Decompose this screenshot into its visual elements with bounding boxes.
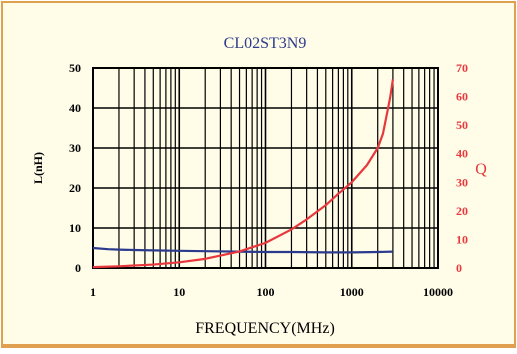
plot-border <box>92 67 439 269</box>
q-factor-line <box>92 79 394 269</box>
y-left-tick-label: 40 <box>69 101 81 115</box>
y-left-tick-label: 10 <box>69 221 81 235</box>
y-left-axis-label: L(nH) <box>31 152 45 184</box>
y-right-axis-label: Q <box>475 161 487 178</box>
inductance-line <box>92 246 393 254</box>
y-right-tick-label: 50 <box>456 118 468 132</box>
y-left-tick-labels: 0 10 20 30 40 50 <box>69 61 81 275</box>
y-left-tick-label: 50 <box>69 61 81 75</box>
x-tick-label: 10 <box>173 285 185 299</box>
y-right-tick-label: 20 <box>456 204 468 218</box>
y-right-tick-label: 30 <box>456 175 468 189</box>
x-tick-label: 1000 <box>340 285 364 299</box>
x-tick-labels: 1 10 100 1000 10000 <box>90 285 453 299</box>
y-right-tick-label: 0 <box>456 261 462 275</box>
y-left-tick-label: 30 <box>69 141 81 155</box>
y-left-tick-label: 20 <box>69 181 81 195</box>
x-tick-label: 10000 <box>423 285 453 299</box>
series-lines <box>92 79 394 269</box>
y-right-tick-label: 40 <box>456 147 468 161</box>
x-tick-label: 100 <box>257 285 275 299</box>
y-left-tick-label: 0 <box>75 261 81 275</box>
x-tick-label: 1 <box>90 285 96 299</box>
y-right-tick-labels: 0 10 20 30 40 50 60 70 <box>456 61 468 275</box>
grid <box>93 68 438 268</box>
x-axis-label: FREQUENCY(MHz) <box>195 320 335 337</box>
chart-title: CL02ST3N9 <box>224 35 307 52</box>
y-right-tick-label: 70 <box>456 61 468 75</box>
y-right-tick-label: 60 <box>456 90 468 104</box>
y-right-tick-label: 10 <box>456 232 468 246</box>
